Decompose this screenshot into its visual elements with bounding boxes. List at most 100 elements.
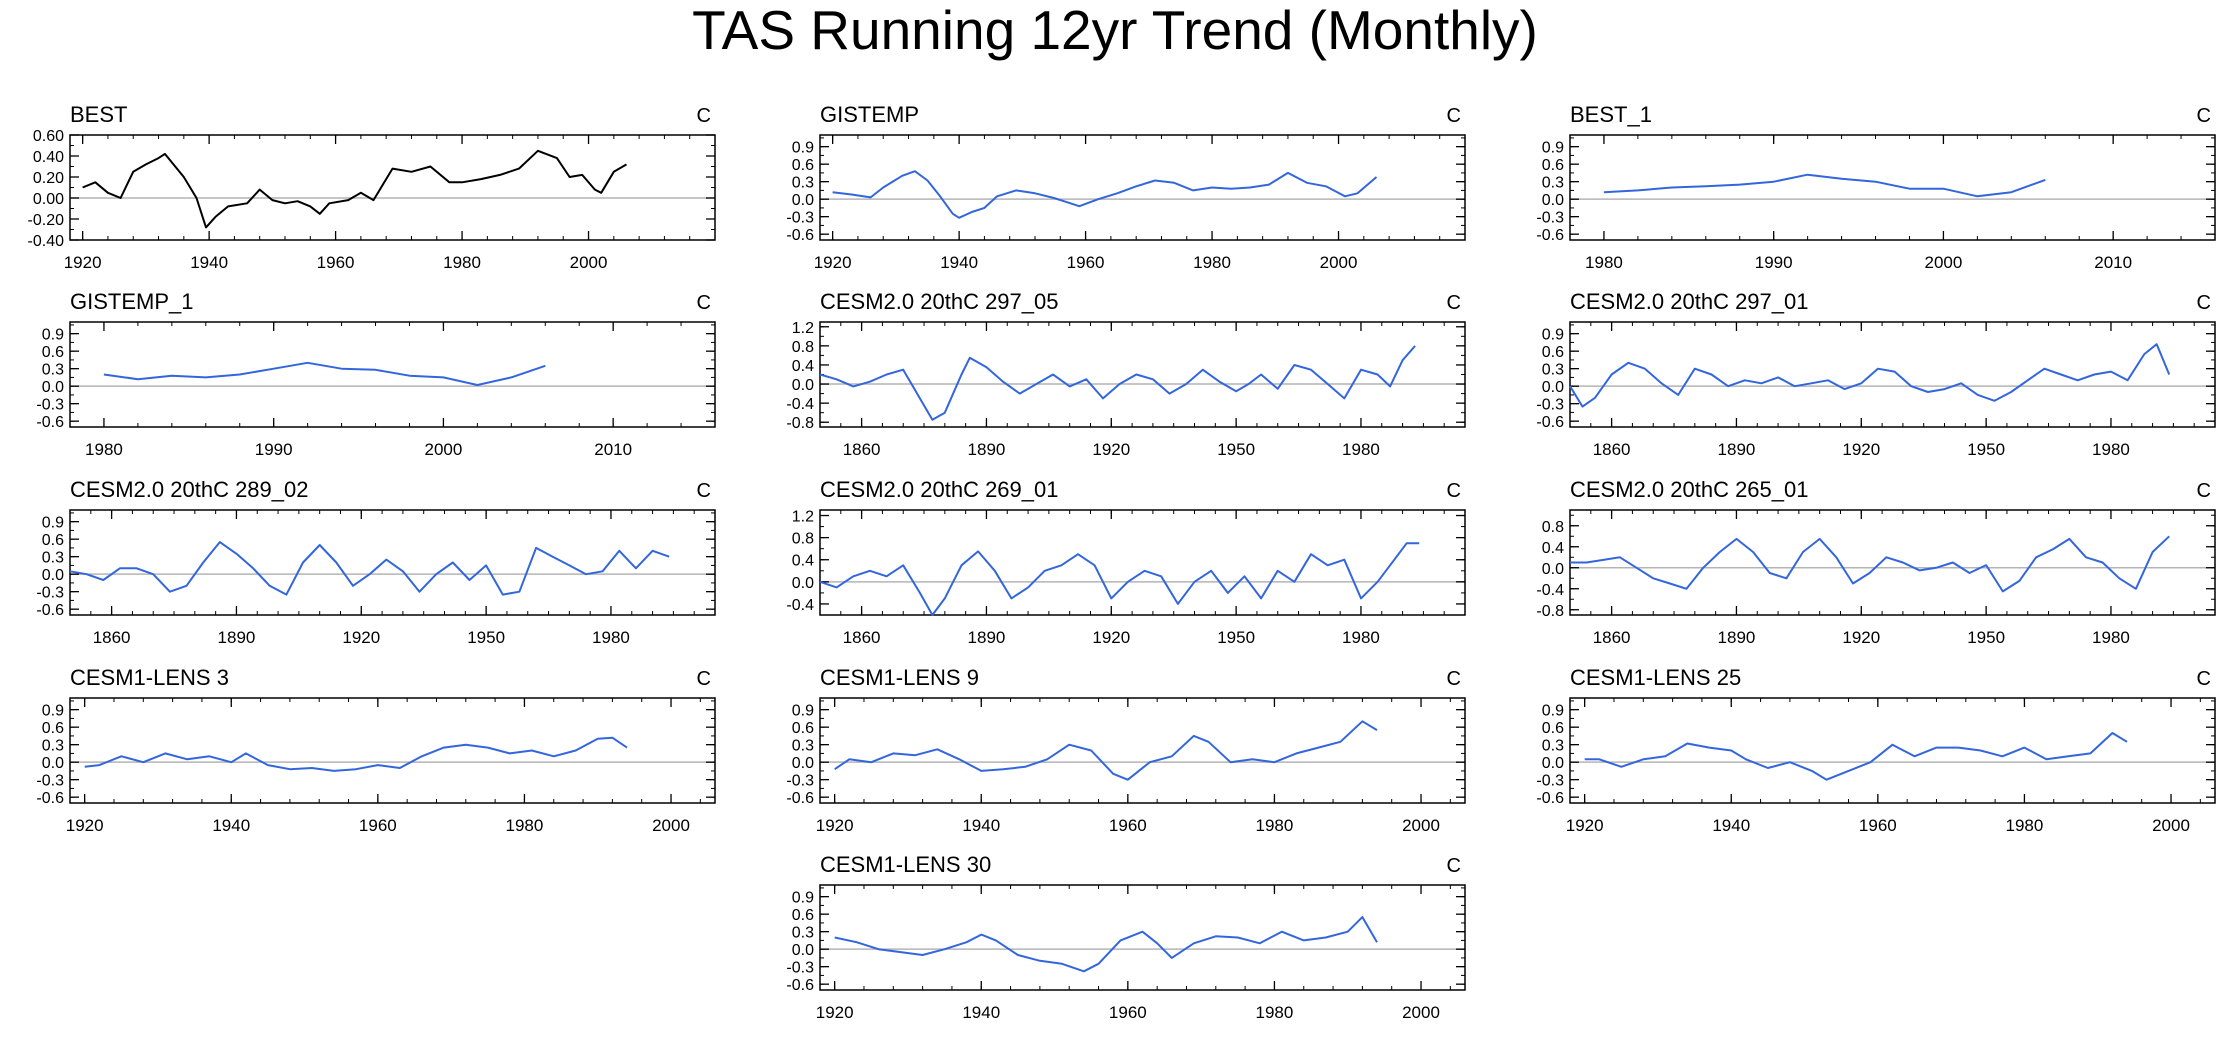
plot-frame bbox=[819, 884, 1466, 991]
panel-1: 1920 1940 1960 1980 2000 -0.40 -0.20 0.00 0.20 0.… bbox=[28, 102, 716, 272]
y-tick-label: 0.0 bbox=[1542, 561, 1564, 578]
plot-frame bbox=[69, 697, 716, 804]
panel-2: 1920 1940 1960 1980 2000 -0.6-0.30.00.30.60.9… bbox=[786, 102, 1466, 272]
x-tick-label: 2010 bbox=[594, 440, 632, 459]
y-tick-label: 0.0 bbox=[42, 755, 64, 772]
plot-frame bbox=[1569, 321, 2216, 428]
y-tick-label: -0.6 bbox=[786, 227, 814, 244]
y-tick-label: 0.6 bbox=[1542, 720, 1564, 737]
panel-units: C bbox=[2197, 105, 2211, 127]
x-tick-label: 1920 bbox=[64, 253, 102, 272]
panel-title: CESM2.0 20thC 269_01 bbox=[820, 477, 1059, 502]
y-tick-label: 0.0 bbox=[42, 379, 64, 396]
y-tick-label: 0.6 bbox=[1542, 157, 1564, 174]
x-tick-label: 1920 bbox=[1566, 816, 1604, 835]
panel-title: CESM2.0 20thC 297_01 bbox=[1570, 289, 1809, 314]
x-tick-label: 1890 bbox=[1718, 440, 1756, 459]
y-tick-label: -0.4 bbox=[786, 597, 814, 614]
y-tick-label: -0.8 bbox=[786, 415, 814, 432]
y-tick-label: -0.3 bbox=[786, 210, 814, 227]
y-tick-label: -0.6 bbox=[36, 414, 64, 431]
plot-frame bbox=[819, 321, 1466, 428]
y-tick-label: 0.9 bbox=[792, 890, 814, 907]
x-tick-label: 1860 bbox=[843, 440, 881, 459]
y-tick-label: -0.3 bbox=[36, 773, 64, 790]
panel-units: C bbox=[697, 480, 711, 502]
x-tick-label: 1990 bbox=[255, 440, 293, 459]
y-tick-label: 0.60 bbox=[33, 128, 64, 145]
panel-title: BEST bbox=[70, 102, 127, 127]
panel-9: 1860 1890 1920 1950 1980 -0.8 -0.4 0.0 0.4 0.8 CES… bbox=[1536, 477, 2216, 647]
plot-frame bbox=[1569, 697, 2216, 804]
plot-frame bbox=[819, 509, 1466, 616]
x-tick-label: 1860 bbox=[1593, 440, 1631, 459]
series-line bbox=[834, 916, 1378, 973]
x-tick-label: 1980 bbox=[506, 816, 544, 835]
x-tick-label: 1920 bbox=[1092, 628, 1130, 647]
y-tick-label: 0.6 bbox=[42, 532, 64, 549]
y-tick-label: 0.3 bbox=[1542, 362, 1564, 379]
x-tick-label: 1950 bbox=[1967, 440, 2005, 459]
panel-units: C bbox=[2197, 292, 2211, 314]
panel-units: C bbox=[1447, 855, 1461, 877]
x-tick-label: 1940 bbox=[940, 253, 978, 272]
y-tick-label: -0.3 bbox=[786, 773, 814, 790]
panel-units: C bbox=[2197, 668, 2211, 690]
y-tick-label: 0.0 bbox=[792, 377, 814, 394]
y-tick-label: 0.4 bbox=[792, 358, 814, 375]
panel-title: CESM2.0 20thC 289_02 bbox=[70, 477, 309, 502]
panel-5: 1860 1890 1920 1950 1980 -0.8 -0.4 0.0 0.4 0.8 1.2… bbox=[786, 289, 1466, 459]
y-tick-label: 0.8 bbox=[792, 531, 814, 548]
panel-4: 1980 1990 2000 2010 -0.6-0.30.00.30.60.9 GIST… bbox=[36, 289, 716, 459]
x-tick-label: 1920 bbox=[1842, 440, 1880, 459]
panel-units: C bbox=[1447, 480, 1461, 502]
y-tick-label: 0.4 bbox=[1542, 540, 1564, 557]
panel-units: C bbox=[1447, 292, 1461, 314]
panel-3: 1980 1990 2000 2010 -0.6-0.30.00.30.60.9 BEST… bbox=[1536, 102, 2216, 272]
y-tick-label: 0.3 bbox=[792, 175, 814, 192]
y-tick-label: 0.0 bbox=[792, 942, 814, 959]
x-tick-label: 2000 bbox=[1402, 816, 1440, 835]
y-tick-label: 0.6 bbox=[792, 907, 814, 924]
x-tick-label: 1860 bbox=[1593, 628, 1631, 647]
y-tick-label: 0.6 bbox=[792, 720, 814, 737]
plot-frame bbox=[69, 134, 716, 241]
y-tick-label: 0.0 bbox=[1542, 192, 1564, 209]
y-tick-label: -0.6 bbox=[1536, 790, 1564, 807]
x-tick-label: 1960 bbox=[359, 816, 397, 835]
y-tick-label: 0.9 bbox=[1542, 703, 1564, 720]
x-tick-label: 1960 bbox=[1067, 253, 1105, 272]
panel-10: 1920 1940 1960 1980 2000 -0.6-0.30.00.30.60.9… bbox=[36, 665, 716, 835]
y-tick-label: 0.3 bbox=[42, 362, 64, 379]
x-tick-label: 1980 bbox=[1193, 253, 1231, 272]
x-tick-label: 2010 bbox=[2094, 253, 2132, 272]
x-tick-label: 1980 bbox=[443, 253, 481, 272]
figure-title: TAS Running 12yr Trend (Monthly) bbox=[692, 0, 1538, 61]
panel-11: 1920 1940 1960 1980 2000 -0.6-0.30.00.30.60.9… bbox=[786, 665, 1466, 835]
panel-7: 1860 1890 1920 1950 1980 -0.6-0.30.00.30.60.9… bbox=[36, 477, 716, 647]
x-tick-label: 2000 bbox=[1402, 1003, 1440, 1022]
y-tick-label: 0.20 bbox=[33, 170, 64, 187]
x-tick-label: 1950 bbox=[1217, 440, 1255, 459]
y-tick-label: -0.20 bbox=[28, 212, 65, 229]
x-tick-label: 1990 bbox=[1755, 253, 1793, 272]
x-tick-label: 1940 bbox=[1712, 816, 1750, 835]
x-tick-label: 1980 bbox=[2092, 440, 2130, 459]
x-tick-label: 1920 bbox=[816, 1003, 854, 1022]
x-tick-label: 1980 bbox=[1342, 440, 1380, 459]
x-tick-label: 2000 bbox=[1925, 253, 1963, 272]
panel-units: C bbox=[697, 105, 711, 127]
y-tick-label: 0.6 bbox=[42, 344, 64, 361]
y-tick-label: -0.6 bbox=[1536, 227, 1564, 244]
panel-8: 1860 1890 1920 1950 1980 -0.4 0.0 0.4 0.8 1.2 CESM… bbox=[786, 477, 1466, 647]
y-tick-label: 1.2 bbox=[792, 509, 814, 526]
y-tick-label: 0.3 bbox=[42, 738, 64, 755]
panel-title: CESM1-LENS 30 bbox=[820, 852, 991, 877]
x-tick-label: 1940 bbox=[962, 816, 1000, 835]
x-tick-label: 1920 bbox=[342, 628, 380, 647]
panel-units: C bbox=[2197, 480, 2211, 502]
series-line bbox=[1570, 535, 2170, 593]
series-line bbox=[103, 361, 546, 386]
y-tick-label: 1.2 bbox=[792, 320, 814, 337]
